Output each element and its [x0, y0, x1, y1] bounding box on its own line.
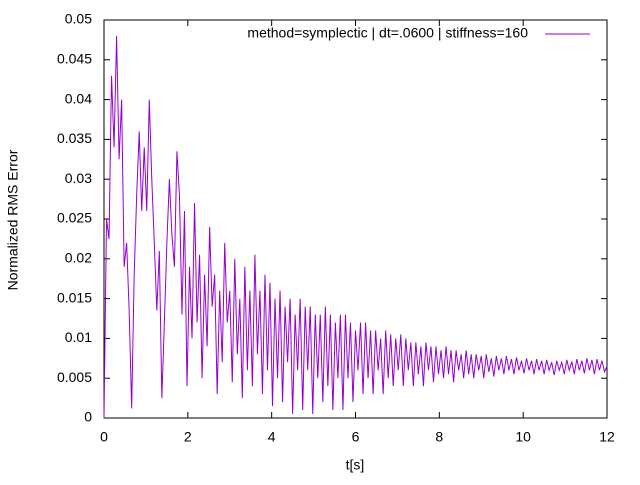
x-tick-label: 6 [352, 429, 360, 445]
y-tick-label: 0.035 [57, 130, 92, 146]
y-tick-label: 0.03 [65, 170, 92, 186]
y-tick-label: 0.015 [57, 289, 92, 305]
y-tick-label: 0.025 [57, 210, 92, 226]
x-tick-label: 10 [515, 429, 531, 445]
y-tick-label: 0.005 [57, 369, 92, 385]
x-axis-label: t[s] [346, 457, 365, 473]
y-tick-label: 0.045 [57, 51, 92, 67]
x-tick-label: 4 [268, 429, 276, 445]
y-tick-label: 0.02 [65, 250, 92, 266]
y-tick-label: 0.01 [65, 329, 92, 345]
y-tick-label: 0.05 [65, 11, 92, 27]
y-tick-label: 0.04 [65, 90, 92, 106]
x-tick-label: 0 [100, 429, 108, 445]
plot-frame [103, 19, 608, 419]
y-axis-label: Normalized RMS Error [5, 149, 21, 290]
x-tick-label: 12 [599, 429, 615, 445]
x-tick-label: 2 [184, 429, 192, 445]
data-line [103, 35, 608, 419]
legend-label: method=symplectic | dt=.0600 | stiffness… [247, 25, 528, 41]
x-tick-label: 8 [435, 429, 443, 445]
y-tick-label: 0 [84, 409, 92, 425]
